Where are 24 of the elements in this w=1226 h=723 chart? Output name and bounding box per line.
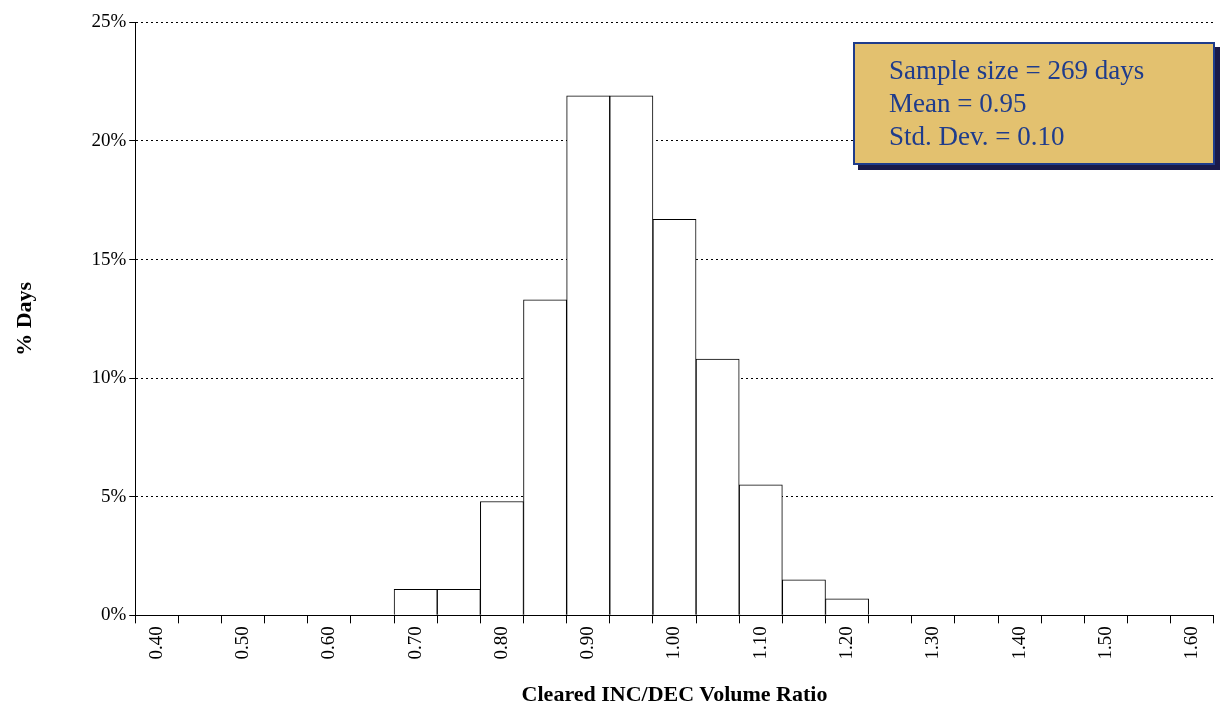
x-tick-label: 0.50: [231, 626, 253, 660]
annotation: Sample size = 269 days: [889, 54, 1146, 87]
x-tick-label: 0.40: [144, 626, 166, 660]
annotation: Std. Dev. = 0.10: [889, 120, 1066, 153]
x-tick-label: 0.90: [576, 626, 598, 660]
x-tick-label: 1.50: [1093, 626, 1115, 660]
x-tick-label: 0.60: [317, 626, 339, 660]
y-tick-label: 10%: [91, 366, 127, 388]
y-axis-title: % Days: [10, 281, 36, 356]
x-tick-label: 0.70: [403, 626, 425, 660]
x-tick-label: 1.60: [1180, 626, 1202, 660]
x-tick-label: 1.20: [835, 626, 857, 660]
y-tick-label: 20%: [91, 128, 127, 150]
annotation: Mean = 0.95: [889, 87, 1028, 120]
y-tick-label: 25%: [91, 10, 127, 32]
x-tick-label: 1.30: [921, 626, 943, 660]
y-tick-label: 5%: [100, 484, 127, 506]
y-tick-label: 15%: [91, 247, 127, 269]
x-tick-label: 1.00: [662, 626, 684, 660]
x-axis-title: Cleared INC/DEC Volume Ratio: [521, 681, 828, 707]
x-tick-label: 1.10: [748, 626, 770, 660]
x-tick-label: 1.40: [1007, 626, 1029, 660]
y-tick-label: 0%: [100, 603, 127, 625]
x-tick-label: 0.80: [489, 626, 511, 660]
